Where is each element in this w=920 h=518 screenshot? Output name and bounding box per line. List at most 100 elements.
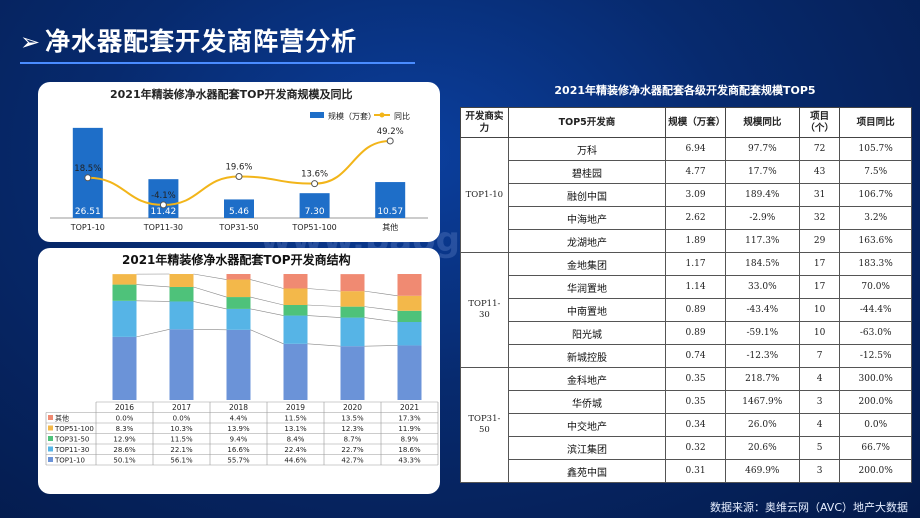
structure-value-label: 4.4% (230, 415, 248, 423)
structure-connector (364, 306, 398, 312)
scale-bar (299, 193, 330, 218)
table-row: 滨江集团 0.32 20.6% 5 66.7% (461, 436, 912, 460)
structure-value-label: 22.4% (284, 446, 307, 454)
projects-yoy-cell: 183.3% (839, 252, 912, 276)
scale-yoy-cell: 184.5% (724, 252, 800, 276)
structure-value-label: 12.9% (113, 436, 136, 444)
scale-cell: 0.89 (665, 321, 726, 345)
structure-segment (112, 300, 137, 337)
structure-connector (193, 273, 227, 280)
structure-segment (169, 286, 194, 302)
structure-year-label: 2020 (343, 403, 362, 412)
structure-connector (307, 304, 341, 307)
developer-cell: 融创中国 (507, 183, 667, 207)
projects-cell: 17 (798, 275, 841, 299)
yoy-point (235, 172, 243, 180)
th-scale-yoy: 规模同比 (724, 107, 800, 138)
structure-value-label: 43.3% (398, 457, 421, 465)
tier-cell: TOP31-50 (460, 367, 509, 483)
scale-yoy-cell: -2.9% (724, 206, 800, 230)
scale-cell: 6.94 (665, 137, 726, 161)
scale-cell: 0.35 (665, 367, 726, 391)
scale-cell: 1.17 (665, 252, 726, 276)
scale-chart-panel: 2021年精装修净水器配套TOP开发商规模及同比 规模（万套） 同比 26.51 TO… (38, 82, 440, 242)
table-row: 华润置地 1.14 33.0% 17 70.0% (461, 275, 912, 299)
structure-value-label: 8.3% (116, 425, 134, 433)
table-row: 新城控股 0.74 -12.3% 7 -12.5% (461, 344, 912, 368)
yoy-point (84, 174, 92, 182)
projects-cell: 4 (798, 367, 841, 391)
developer-cell: 中海地产 (507, 206, 667, 230)
x-tick-label: TOP51-100 (291, 223, 336, 232)
developer-cell: 滨江集团 (507, 436, 667, 460)
structure-segment (169, 329, 194, 400)
scale-cell: 0.32 (665, 436, 726, 460)
developer-cell: 碧桂园 (507, 160, 667, 184)
structure-value-label: 11.5% (170, 436, 193, 444)
structure-year-label: 2019 (286, 403, 305, 412)
structure-segment (340, 274, 365, 292)
structure-value-label: 17.3% (398, 415, 421, 423)
scale-bar (375, 182, 406, 218)
structure-series-label: TOP11-30 (54, 446, 89, 454)
projects-cell: 5 (798, 436, 841, 460)
structure-connector (307, 315, 341, 318)
structure-series-label: TOP31-50 (54, 436, 89, 444)
projects-yoy-cell: 106.7% (839, 183, 912, 207)
structure-value-label: 0.0% (173, 415, 191, 423)
structure-value-label: 22.7% (341, 446, 364, 454)
yoy-label: 49.2% (377, 127, 404, 137)
scale-cell: 2.62 (665, 206, 726, 230)
scale-yoy-cell: 17.7% (724, 160, 800, 184)
structure-value-label: 50.1% (113, 457, 136, 465)
scale-cell: 1.14 (665, 275, 726, 299)
structure-legend-swatch (48, 436, 53, 441)
structure-value-label: 9.4% (230, 436, 248, 444)
developer-cell: 金地集团 (507, 252, 667, 276)
structure-segment (169, 274, 194, 287)
structure-value-label: 11.5% (284, 415, 307, 423)
projects-cell: 3 (798, 459, 841, 483)
structure-value-label: 44.6% (284, 457, 307, 465)
structure-segment (283, 288, 308, 305)
scale-cell: 0.74 (665, 344, 726, 368)
scale-cell: 0.35 (665, 390, 726, 414)
data-source: 数据来源：奥维云网（AVC）地产大数据 (709, 501, 908, 514)
structure-value-label: 11.9% (398, 425, 421, 433)
scale-yoy-cell: 33.0% (724, 275, 800, 299)
structure-legend-swatch (48, 457, 53, 462)
structure-segment (283, 274, 308, 289)
yoy-label: 19.6% (225, 162, 252, 172)
x-tick-label: TOP31-50 (218, 223, 258, 232)
developer-cell: 华润置地 (507, 275, 667, 299)
title-underline (20, 62, 415, 64)
structure-value-label: 22.1% (170, 446, 193, 454)
structure-series-label: 其他 (55, 414, 69, 423)
legend-swatch-scale (310, 112, 324, 118)
page-title-text: 净水器配套开发商阵营分析 (45, 27, 358, 56)
table-row: TOP11-30 金地集团 1.17 184.5% 17 183.3% (460, 252, 912, 368)
scale-yoy-cell: 20.6% (724, 436, 800, 460)
developer-cell: 万科 (507, 137, 667, 161)
x-tick-label: TOP1-10 (70, 223, 105, 232)
projects-yoy-cell: 70.0% (839, 275, 912, 299)
scale-yoy-cell: 26.0% (724, 413, 800, 437)
top5-table-title: 2021年精装修净水器配套各级开发商配套规模TOP5 (554, 84, 816, 97)
table-row: 阳光城 0.89 -59.1% 10 -63.0% (461, 321, 912, 345)
yoy-label: 18.5% (74, 164, 101, 174)
scale-chart-legend: 规模（万套） 同比 (310, 111, 410, 121)
scale-yoy-cell: 469.9% (724, 459, 800, 483)
yoy-point (159, 201, 167, 209)
scale-yoy-cell: 218.7% (724, 367, 800, 391)
projects-cell: 3 (798, 390, 841, 414)
structure-connector (193, 301, 227, 310)
projects-yoy-cell: 200.0% (839, 390, 912, 414)
structure-value-label: 10.3% (170, 425, 193, 433)
th-developer: TOP5开发商 (507, 107, 667, 138)
structure-connector (307, 288, 341, 292)
structure-connector (193, 329, 227, 331)
scale-bar (148, 179, 179, 218)
projects-yoy-cell: -44.4% (839, 298, 912, 322)
developer-cell: 金科地产 (507, 367, 667, 391)
developer-cell: 中南置地 (507, 298, 667, 322)
